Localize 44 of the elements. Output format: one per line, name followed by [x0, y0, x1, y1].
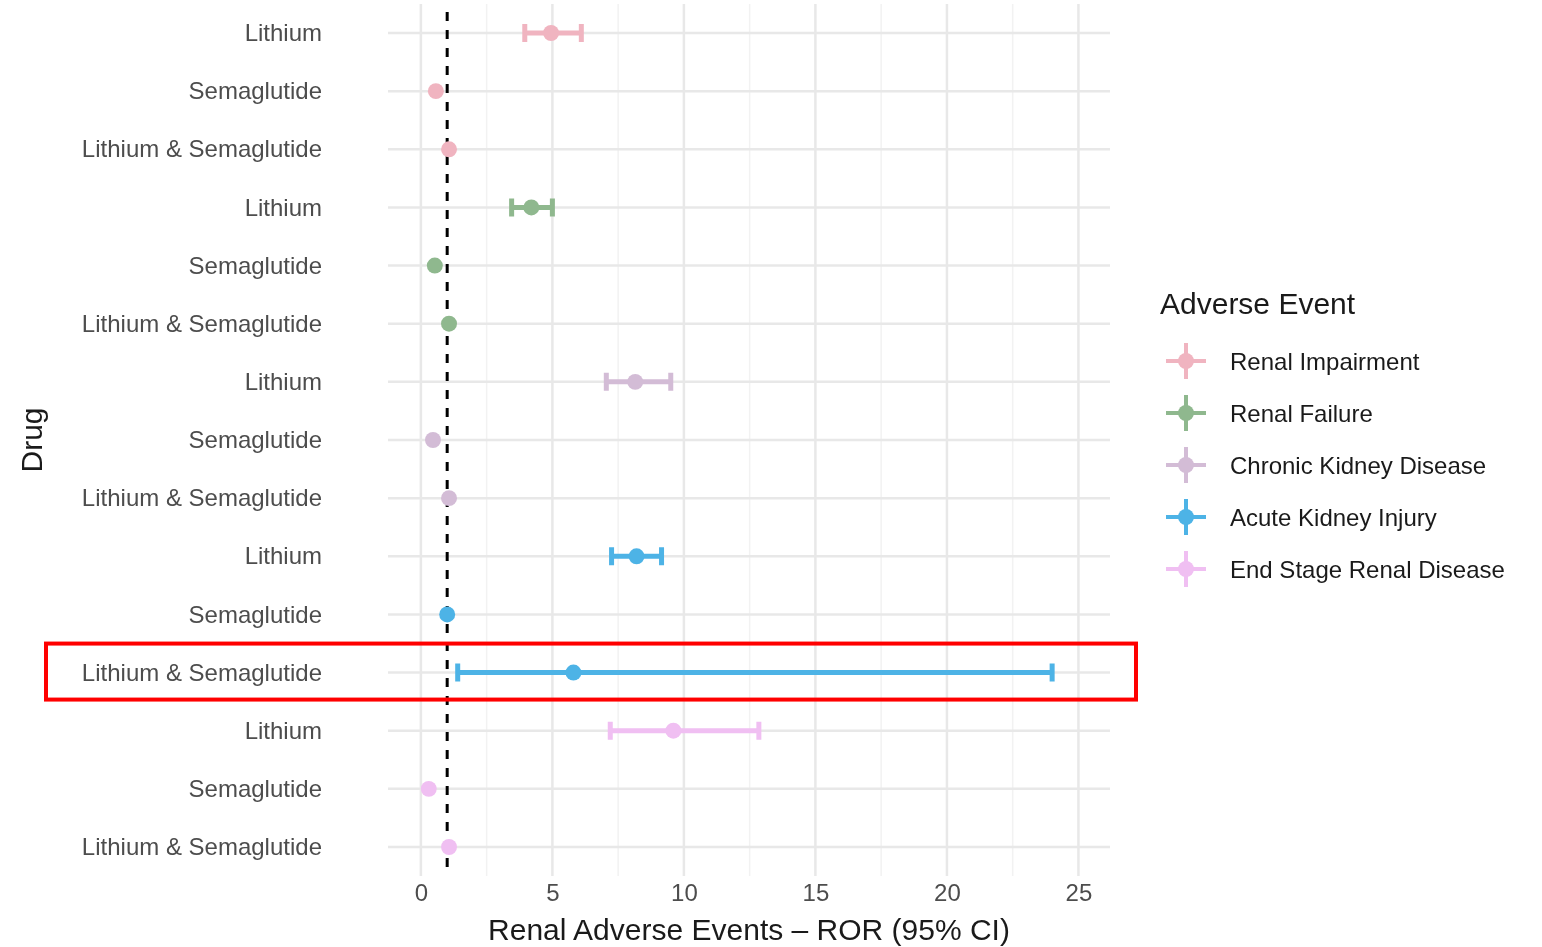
point	[441, 839, 457, 855]
legend-label: Acute Kidney Injury	[1230, 504, 1437, 531]
y-tick-label: Lithium & Semaglutide	[81, 484, 322, 512]
point	[565, 664, 582, 681]
point	[441, 490, 457, 507]
y-tick-label: Semaglutide	[188, 775, 322, 803]
y-tick-label: Lithium	[244, 193, 322, 221]
y-tick-label: Lithium & Semaglutide	[81, 658, 322, 686]
point	[427, 83, 444, 100]
x-tick-label: 5	[546, 879, 560, 907]
point	[426, 257, 443, 274]
y-tick-label: Lithium	[244, 542, 322, 570]
y-tick-label: Lithium & Semaglutide	[81, 135, 322, 163]
x-axis-title: Renal Adverse Events – ROR (95% CI)	[488, 913, 1010, 946]
point	[441, 315, 457, 332]
legend-title: Adverse Event	[1160, 287, 1356, 320]
point	[420, 780, 437, 797]
point	[665, 722, 682, 739]
x-tick-label: 0	[414, 879, 429, 907]
y-tick-label: Lithium	[244, 716, 322, 744]
legend-label: Chronic Kidney Disease	[1230, 452, 1487, 479]
x-tick-label: 20	[934, 879, 961, 907]
y-tick-label: Lithium	[244, 19, 322, 47]
point	[628, 548, 645, 565]
point	[543, 25, 560, 41]
y-tick-label: Lithium	[244, 368, 322, 396]
point	[441, 141, 457, 158]
y-tick-label: Semaglutide	[188, 251, 322, 279]
legend-label: End Stage Renal Disease	[1230, 556, 1505, 583]
legend-label: Renal Impairment	[1230, 348, 1420, 375]
legend-label: Renal Failure	[1230, 400, 1373, 427]
point	[627, 373, 644, 390]
y-tick-label: Semaglutide	[188, 426, 322, 454]
point	[425, 432, 441, 448]
point	[439, 606, 456, 623]
point	[523, 199, 540, 216]
y-tick-label: Semaglutide	[188, 600, 322, 628]
x-tick-label: 25	[1065, 879, 1093, 907]
y-tick-label: Lithium & Semaglutide	[81, 309, 322, 337]
y-tick-label: Semaglutide	[188, 77, 322, 105]
y-tick-label: Lithium & Semaglutide	[81, 833, 322, 861]
x-tick-label: 10	[671, 879, 698, 907]
y-axis-title: Drug	[15, 407, 48, 473]
x-tick-label: 15	[802, 879, 830, 907]
